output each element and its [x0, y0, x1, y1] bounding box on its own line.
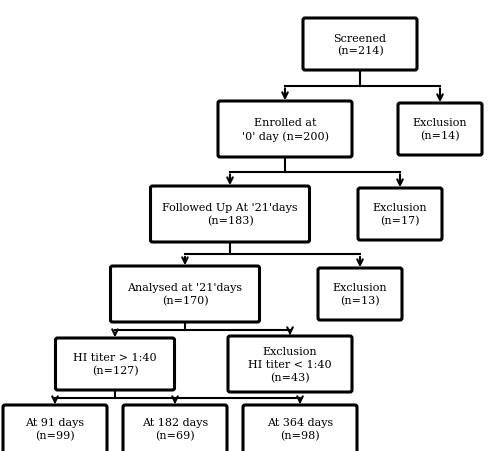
Text: (n=214): (n=214): [336, 46, 384, 56]
FancyBboxPatch shape: [303, 19, 417, 71]
FancyBboxPatch shape: [318, 268, 402, 320]
Text: (n=69): (n=69): [155, 430, 195, 441]
Text: (n=170): (n=170): [162, 296, 208, 306]
Text: Enrolled at: Enrolled at: [254, 118, 316, 128]
Text: (n=183): (n=183): [206, 216, 254, 226]
Text: Exclusion: Exclusion: [372, 203, 428, 213]
Text: (n=99): (n=99): [35, 430, 75, 441]
Text: (n=13): (n=13): [340, 296, 380, 306]
FancyBboxPatch shape: [218, 102, 352, 158]
FancyBboxPatch shape: [56, 338, 174, 390]
FancyBboxPatch shape: [110, 267, 260, 322]
Text: Screened: Screened: [334, 33, 386, 43]
Text: HI titer < 1:40: HI titer < 1:40: [248, 359, 332, 369]
Text: Exclusion: Exclusion: [332, 283, 388, 293]
Text: Exclusion: Exclusion: [262, 346, 318, 356]
Text: (n=98): (n=98): [280, 430, 320, 441]
FancyBboxPatch shape: [3, 405, 107, 451]
Text: '0' day (n=200): '0' day (n=200): [242, 131, 328, 142]
FancyBboxPatch shape: [150, 187, 310, 243]
Text: At 182 days: At 182 days: [142, 418, 208, 428]
Text: At 91 days: At 91 days: [26, 418, 85, 428]
Text: (n=127): (n=127): [92, 365, 138, 376]
Text: Analysed at '21'days: Analysed at '21'days: [128, 283, 242, 293]
Text: (n=17): (n=17): [380, 216, 420, 226]
Text: Followed Up At '21'days: Followed Up At '21'days: [162, 203, 298, 213]
FancyBboxPatch shape: [243, 405, 357, 451]
FancyBboxPatch shape: [123, 405, 227, 451]
FancyBboxPatch shape: [398, 104, 482, 156]
FancyBboxPatch shape: [228, 336, 352, 392]
Text: (n=43): (n=43): [270, 372, 310, 382]
Text: (n=14): (n=14): [420, 131, 460, 141]
Text: Exclusion: Exclusion: [412, 118, 468, 128]
Text: At 364 days: At 364 days: [267, 418, 333, 428]
Text: HI titer > 1:40: HI titer > 1:40: [73, 353, 157, 363]
FancyBboxPatch shape: [358, 189, 442, 240]
